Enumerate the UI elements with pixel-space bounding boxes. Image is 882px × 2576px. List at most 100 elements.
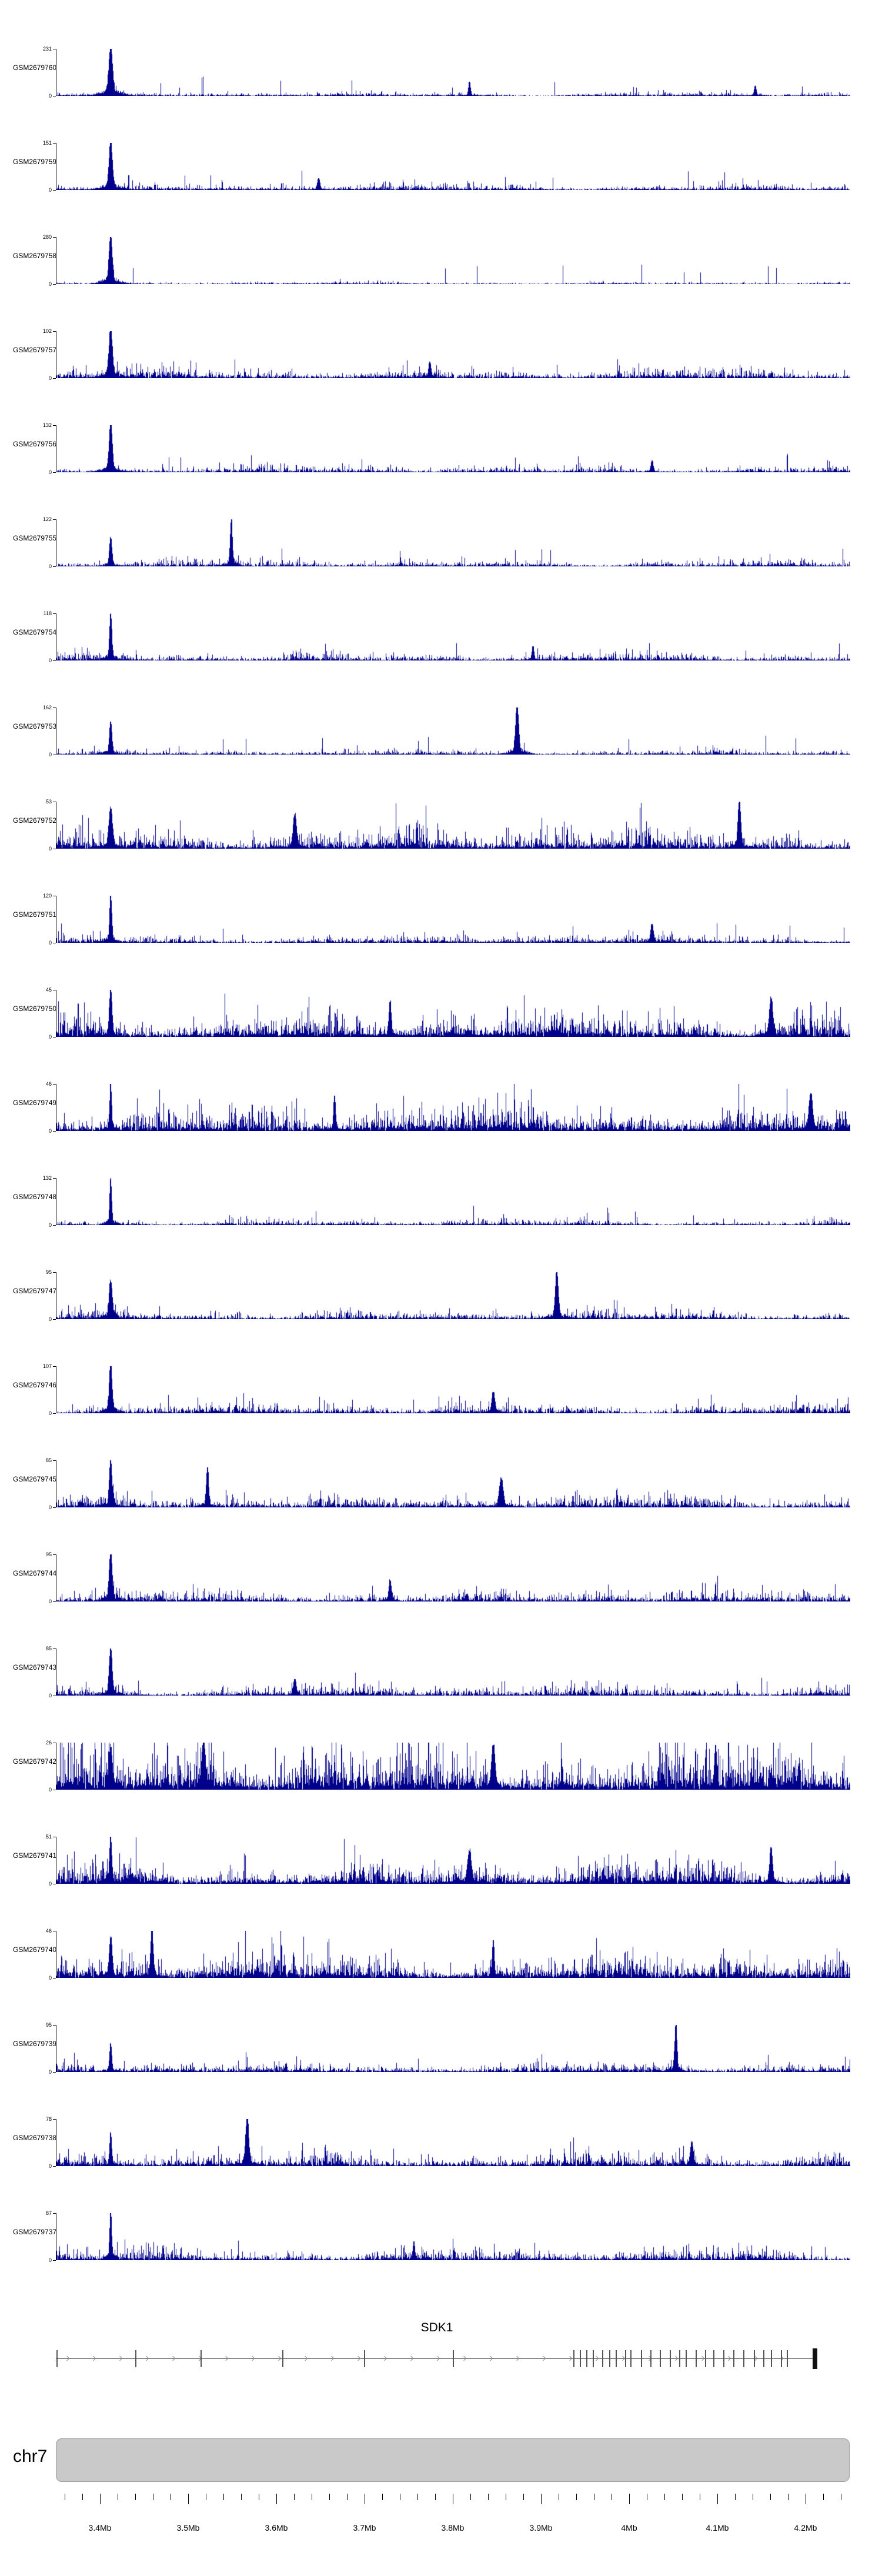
exon-mark (364, 2350, 365, 2367)
track-ymax-label: 118 (43, 610, 52, 616)
track-label: GSM2679743 (13, 1663, 57, 1671)
track-plot (56, 802, 850, 849)
axis-tick (53, 284, 56, 285)
exon-mark (743, 2350, 744, 2367)
strand-arrow-icon (540, 2355, 546, 2361)
track-label: GSM2679751 (13, 910, 57, 919)
track-label: GSM2679750 (13, 1005, 57, 1013)
ruler-tick-label: 3.9Mb (529, 2523, 553, 2532)
coverage-track: 85 0 GSM2679745 (0, 1428, 882, 1522)
exon-mark (670, 2350, 671, 2367)
track-label: GSM2679744 (13, 1569, 57, 1577)
strand-arrow-icon (487, 2355, 493, 2361)
exon-mark (602, 2350, 603, 2367)
track-ymin-label: 0 (48, 281, 52, 287)
ruler-minor-tick (523, 2494, 524, 2500)
exon-mark (686, 2350, 687, 2367)
strand-arrow-icon (117, 2355, 123, 2361)
strand-arrow-icon (514, 2355, 520, 2361)
track-ymax-label: 45 (45, 987, 52, 993)
axis-tick (53, 237, 56, 238)
track-label: GSM2679759 (13, 158, 57, 166)
coverage-track: 51 0 GSM2679741 (0, 1804, 882, 1898)
track-ymax-label: 102 (42, 328, 52, 334)
track-signal-canvas (56, 708, 850, 755)
track-signal-canvas (56, 331, 850, 378)
coverage-track: 280 0 GSM2679758 (0, 205, 882, 299)
track-plot (56, 425, 850, 472)
exon-mark (771, 2350, 772, 2367)
track-signal-canvas (56, 990, 850, 1037)
strand-arrow-icon (699, 2355, 705, 2361)
exon-mark (787, 2350, 788, 2367)
ruler-major-tick (188, 2494, 189, 2504)
track-ymin-label: 0 (48, 1975, 52, 1981)
track-ymax-label: 85 (45, 1457, 52, 1463)
ruler-minor-tick (664, 2494, 665, 2500)
track-signal-canvas (56, 2213, 850, 2260)
chromosome-ideogram (56, 2438, 850, 2482)
coverage-track: 78 0 GSM2679738 (0, 2087, 882, 2181)
track-label: GSM2679760 (13, 64, 57, 72)
track-ymin-label: 0 (48, 1787, 52, 1793)
track-plot (56, 1178, 850, 1225)
axis-tick (53, 2072, 56, 2073)
track-label: GSM2679741 (13, 1851, 57, 1860)
ruler-minor-tick (770, 2494, 771, 2500)
track-ymax-label: 95 (45, 2022, 52, 2028)
coverage-track: 102 0 GSM2679757 (0, 299, 882, 393)
track-ymax-label: 231 (42, 46, 52, 52)
track-plot (56, 1366, 850, 1413)
axis-tick (53, 2119, 56, 2120)
axis-tick (53, 472, 56, 473)
exon-mark (713, 2350, 714, 2367)
axis-tick (53, 2025, 56, 2026)
axis-tick (53, 2260, 56, 2261)
ruler-tick-label: 3.7Mb (353, 2523, 376, 2532)
exon-mark (705, 2350, 706, 2367)
track-signal-canvas (56, 802, 850, 849)
ruler-minor-tick (241, 2494, 242, 2500)
track-label: GSM2679758 (13, 252, 57, 260)
track-ymax-label: 85 (45, 1646, 52, 1651)
track-signal-canvas (56, 1743, 850, 1790)
track-ymax-label: 78 (45, 2116, 52, 2122)
coverage-track: 53 0 GSM2679752 (0, 769, 882, 863)
chromosome-label: chr7 (13, 2447, 48, 2466)
exon-mark (573, 2350, 574, 2367)
track-ymax-label: 53 (45, 799, 52, 805)
exon-mark (754, 2350, 755, 2367)
track-ymin-label: 0 (48, 563, 52, 569)
track-ymin-label: 0 (48, 1693, 52, 1699)
track-label: GSM2679740 (13, 1946, 57, 1954)
track-signal-canvas (56, 1178, 850, 1225)
track-ymin-label: 0 (48, 469, 52, 475)
coverage-track: 85 0 GSM2679743 (0, 1616, 882, 1710)
axis-tick (53, 1554, 56, 1555)
track-plot (56, 237, 850, 284)
axis-tick (53, 1507, 56, 1508)
exon-mark (616, 2350, 617, 2367)
exon-mark (625, 2350, 626, 2367)
track-signal-canvas (56, 1649, 850, 1696)
track-plot (56, 1272, 850, 1319)
track-signal-canvas (56, 1272, 850, 1319)
track-label: GSM2679752 (13, 816, 57, 825)
coverage-track: 122 0 GSM2679755 (0, 487, 882, 581)
ruler-minor-tick (329, 2494, 330, 2500)
track-plot (56, 613, 850, 660)
axis-tick (53, 660, 56, 661)
axis-tick (53, 1131, 56, 1132)
track-ymax-label: 151 (42, 140, 52, 146)
strand-arrow-icon (143, 2355, 149, 2361)
track-label: GSM2679755 (13, 534, 57, 542)
track-plot (56, 708, 850, 755)
track-signal-canvas (56, 425, 850, 472)
strand-arrow-icon (249, 2355, 255, 2361)
ruler-minor-tick (135, 2494, 136, 2500)
exon-mark (201, 2350, 202, 2367)
track-plot (56, 1649, 850, 1696)
track-ymin-label: 0 (48, 1034, 52, 1040)
track-plot (56, 2025, 850, 2072)
